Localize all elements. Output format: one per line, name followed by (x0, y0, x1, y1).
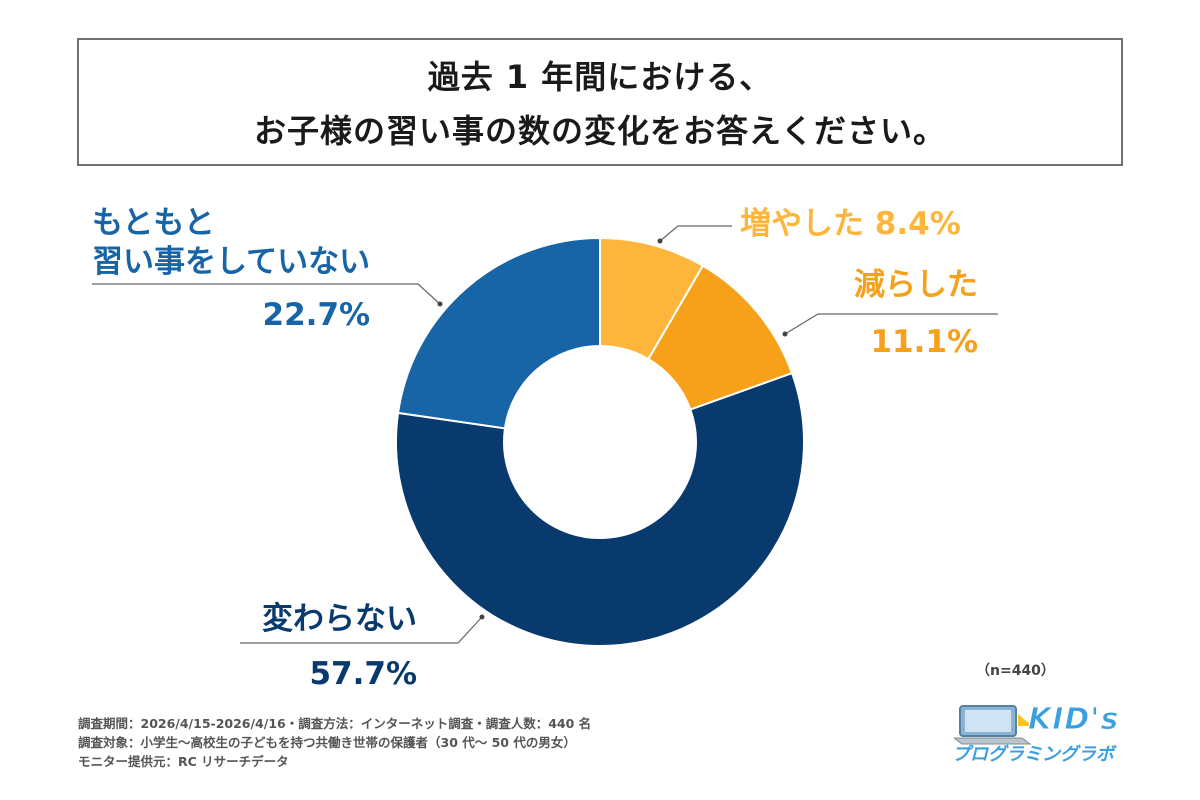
label-increased-text: 増やした (740, 206, 864, 242)
leader-line-decreased (784, 313, 998, 335)
footnote-provider: モニター提供元：RC リサーチデータ (78, 754, 289, 769)
donut-slices (395, 236, 805, 647)
footnote-period: 調査期間：2026/4/15-2026/4/16・調査方法：インターネット調査・… (78, 716, 592, 731)
title-line-2: お子様の習い事の数の変化をお答えください。 (253, 112, 947, 150)
leader-line-unchanged (240, 616, 483, 644)
label-increased-value: 8.4% (874, 206, 961, 242)
label-unchanged: 変わらない 57.7% (262, 600, 417, 694)
logo: KID's プログラミングラボ (950, 700, 1130, 770)
logo-sub-text: プログラミングラボ (952, 744, 1114, 765)
label-none-text-2: 習い事をしていない (92, 243, 371, 280)
label-unchanged-value: 57.7% (309, 655, 417, 692)
footnotes: 調査期間：2026/4/15-2026/4/16・調査方法：インターネット調査・… (78, 714, 591, 771)
leader-line-increased (659, 225, 732, 242)
label-decreased: 減らした 11.1% (840, 266, 978, 362)
label-none: もともと 習い事をしていない 22.7% (92, 204, 370, 334)
label-none-text-1: もともと (92, 205, 215, 241)
title-line-1: 過去 1 年間における、 (427, 58, 773, 96)
label-increased: 増やした 8.4% (740, 205, 961, 244)
sample-size-note: （n=440） (976, 663, 1055, 679)
leader-line-none (92, 283, 441, 305)
logo-main-text: KID's (1027, 702, 1120, 738)
slice-unchanged (395, 371, 805, 647)
label-unchanged-text: 変わらない (262, 601, 417, 637)
title-box: 過去 1 年間における、 お子様の習い事の数の変化をお答えください。 (77, 38, 1123, 166)
label-none-value: 22.7% (262, 296, 371, 333)
slice-none (396, 236, 601, 430)
label-decreased-text: 減らした (854, 267, 978, 303)
footnote-target: 調査対象：小学生〜高校生の子どもを持つ共働き世帯の保護者（30 代〜 50 代の… (78, 735, 576, 750)
label-decreased-value: 11.1% (870, 323, 978, 360)
laptop-icon (954, 705, 1032, 745)
